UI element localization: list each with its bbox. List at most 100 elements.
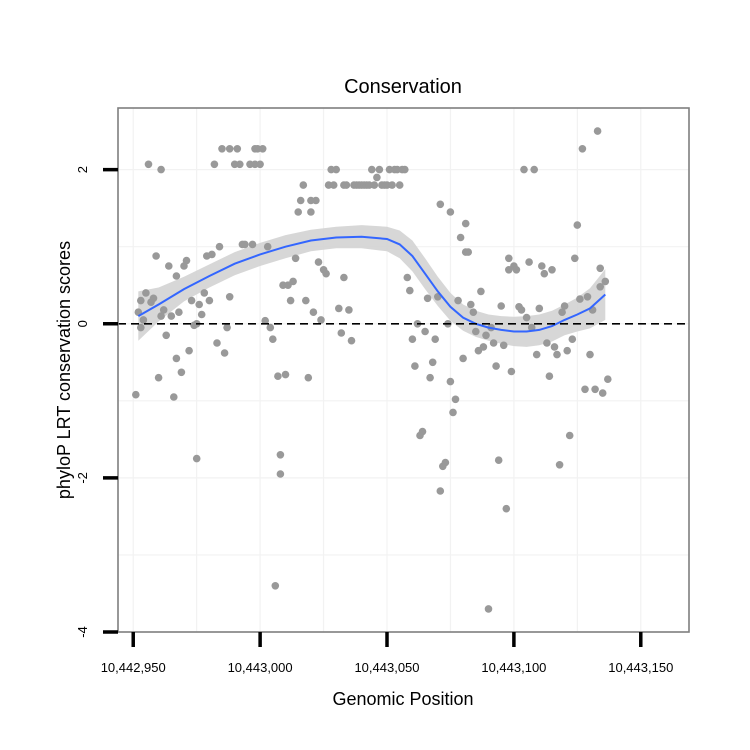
data-point [177, 368, 186, 377]
data-point [472, 327, 480, 336]
data-point [505, 254, 513, 263]
data-point [553, 350, 561, 359]
data-points [132, 127, 612, 613]
data-point [527, 323, 536, 332]
data-point [139, 316, 148, 324]
data-point [573, 221, 582, 229]
data-point [426, 373, 434, 382]
data-point [583, 293, 592, 301]
data-point [423, 294, 432, 303]
data-point [464, 248, 473, 256]
data-point [137, 323, 145, 332]
data-point [560, 302, 569, 310]
data-point [576, 295, 584, 303]
data-point [213, 339, 221, 347]
data-point [225, 293, 234, 301]
data-point [144, 160, 153, 169]
y-tick-label: -2 [75, 472, 90, 484]
data-point [299, 181, 308, 189]
data-point [408, 335, 417, 344]
data-point [406, 286, 414, 295]
x-axis: 10,442,950 10,443,000 10,443,050 10,443,100… [101, 632, 673, 675]
data-point [489, 339, 498, 347]
data-point [159, 306, 168, 314]
data-point [517, 306, 526, 314]
data-point [451, 395, 460, 404]
data-point [258, 145, 267, 153]
data-point [456, 233, 465, 242]
data-point [332, 165, 341, 174]
data-point [530, 165, 538, 174]
data-point [368, 165, 376, 174]
data-point [195, 300, 203, 309]
y-axis: -4 -2 0 2 [75, 166, 118, 638]
data-point [172, 354, 181, 363]
data-point [604, 375, 612, 384]
data-point [467, 300, 475, 309]
data-point [548, 266, 556, 274]
data-point [479, 343, 488, 351]
data-point [162, 331, 170, 340]
data-point [484, 605, 493, 613]
data-point [563, 346, 571, 355]
data-point [375, 165, 384, 174]
data-point [302, 296, 310, 305]
data-point [274, 372, 282, 381]
data-point [418, 427, 427, 436]
data-point [208, 250, 216, 259]
data-point [347, 336, 356, 345]
x-tick-label: 10,443,100 [481, 660, 546, 675]
data-point [555, 461, 564, 469]
x-tick-label: 10,443,000 [228, 660, 293, 675]
data-point [248, 240, 257, 249]
data-point [220, 349, 229, 357]
data-point [157, 165, 165, 174]
data-point [581, 385, 589, 394]
data-point [236, 160, 244, 169]
data-point [215, 242, 224, 251]
data-point [317, 316, 325, 324]
data-point [187, 296, 196, 305]
data-point [286, 296, 295, 305]
data-point [132, 390, 140, 399]
data-point [289, 277, 297, 286]
data-point [373, 173, 381, 182]
data-point [401, 165, 409, 174]
data-point [507, 367, 516, 376]
data-point [200, 289, 209, 297]
data-point [170, 393, 178, 401]
data-point [568, 335, 577, 344]
data-point [550, 343, 559, 351]
data-point [337, 329, 346, 337]
data-point [436, 200, 445, 209]
y-tick-label: -4 [75, 626, 90, 638]
data-point [494, 456, 503, 465]
data-point [388, 181, 396, 189]
data-point [322, 269, 330, 278]
data-point [446, 208, 455, 216]
data-point [165, 262, 173, 270]
data-point [454, 296, 462, 305]
data-point [197, 310, 206, 319]
data-point [512, 266, 521, 274]
data-point [436, 487, 445, 495]
data-point [256, 160, 264, 169]
data-point [571, 254, 579, 263]
data-point [175, 308, 183, 317]
data-point [261, 316, 270, 325]
data-point [304, 373, 313, 382]
data-point [205, 296, 214, 305]
data-point [269, 335, 277, 344]
data-point [591, 385, 599, 394]
data-point [403, 273, 412, 282]
data-point [276, 451, 285, 459]
data-point [532, 350, 541, 359]
data-point [154, 373, 163, 382]
data-point [441, 458, 450, 467]
data-point [296, 196, 305, 205]
data-point [370, 181, 379, 189]
data-point [241, 240, 249, 249]
data-point [157, 312, 165, 320]
data-point [497, 302, 506, 310]
